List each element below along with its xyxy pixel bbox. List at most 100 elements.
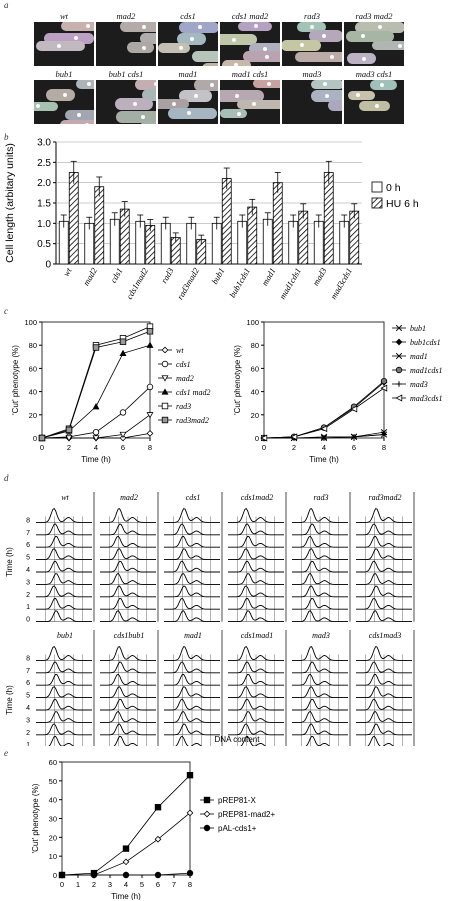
histogram-trace — [100, 661, 156, 674]
cell — [347, 90, 375, 100]
x-tick-label: 5 — [140, 880, 144, 889]
y-axis-label: Cell length (arbitary units) — [4, 143, 16, 263]
nucleus — [398, 43, 403, 48]
histogram-trace — [228, 507, 284, 523]
point-pal-cds1 — [122, 871, 130, 879]
x-tick-label: 4 — [124, 880, 128, 889]
y-axis-label: Time (h) — [5, 685, 14, 715]
histogram-stack-mad3: mad3 — [292, 630, 351, 746]
plot-frame — [41, 321, 151, 439]
micrograph-label: cds1 mad2 — [231, 11, 269, 21]
cell — [43, 32, 94, 44]
legend-marker-cds1 — [161, 360, 169, 368]
y-tick-label: 7 — [26, 530, 30, 537]
y-tick-label: 2.5 — [37, 158, 51, 169]
histogram-label: mad3 — [312, 631, 330, 640]
legend-label-rad3: rad3 — [176, 402, 191, 411]
y-tick-label: 100 — [24, 318, 37, 327]
histogram-trace — [367, 735, 395, 746]
y-tick-label: 1 — [26, 742, 30, 746]
point-mad2 — [119, 431, 127, 439]
nucleus — [233, 63, 238, 66]
micrograph-label: wt — [59, 11, 69, 21]
point-prep81-mad2 — [186, 809, 194, 817]
histogram-trace — [164, 548, 220, 561]
nucleus — [133, 102, 138, 107]
plot-frame — [61, 761, 191, 876]
legend-marker-bub1 — [395, 324, 403, 332]
nucleus — [262, 47, 267, 52]
legend-marker-pal-cds1 — [203, 824, 211, 832]
point-mad2 — [92, 435, 100, 442]
nucleus — [210, 82, 215, 87]
y-tick-label: 4 — [26, 705, 30, 712]
nucleus — [375, 103, 380, 108]
nucleus — [194, 93, 199, 98]
histogram-trace — [100, 610, 156, 623]
micrograph-label: bub1 cds1 — [108, 69, 144, 79]
histogram-trace — [36, 711, 92, 723]
point-rad3mad2 — [146, 328, 154, 335]
histogram-stack-cds1mad2: cds1mad2 — [228, 492, 287, 623]
histogram-stack-cds1: cds1 — [164, 492, 223, 623]
bar-hu-6-h-bub1cds1 — [247, 206, 258, 265]
nucleus — [57, 44, 62, 48]
micrograph-bub1-cds1 — [96, 80, 156, 124]
y-tick-label: 5 — [26, 693, 30, 700]
cell — [127, 42, 155, 54]
histogram-trace — [292, 560, 348, 573]
histogram-label: cds1mad1 — [241, 631, 273, 640]
point-pal-cds1 — [90, 871, 98, 879]
y-axis-label: Time (h) — [5, 547, 14, 577]
cell — [295, 52, 342, 62]
point-prep81-x — [122, 845, 130, 852]
micrograph-row-1: wt mad2 cds1 cds1 mad2 rad3 rad3 mad2 — [0, 11, 474, 66]
nucleus — [73, 36, 78, 41]
histogram-trace — [175, 735, 203, 746]
histogram-trace — [36, 698, 92, 711]
x-tick-label: bub1 — [209, 266, 226, 286]
cell — [237, 22, 273, 31]
histogram-label: wt — [61, 493, 69, 502]
y-tick-label: 0 — [255, 434, 259, 443]
nucleus — [87, 81, 92, 86]
cell — [222, 60, 251, 66]
legend-label-prep81-mad2: pREP81-mad2+ — [218, 810, 275, 819]
micrograph-mad1-cds1 — [220, 80, 280, 124]
histogram-trace — [164, 585, 220, 598]
y-tick-label: 60 — [49, 758, 57, 767]
legend-label-prep81-x: pREP81-X — [218, 796, 256, 805]
cell — [201, 62, 218, 66]
y-tick-label: 8 — [26, 517, 30, 524]
cell — [237, 99, 280, 109]
legend-label-cds1: cds1 — [176, 360, 191, 369]
histogram-trace — [164, 686, 220, 699]
legend-marker-mad3cds1 — [395, 394, 403, 402]
point-cds1-mad2 — [119, 349, 127, 356]
legend-swatch-hu-6-h — [371, 197, 383, 209]
micrograph-label: cds1 — [180, 11, 196, 21]
nucleus — [77, 113, 82, 118]
bar-hu-6-h-mad3 — [323, 172, 334, 265]
nucleus — [236, 111, 241, 116]
histogram-trace — [100, 723, 156, 736]
histogram-trace — [36, 686, 92, 699]
bar-0-h-rad3 — [160, 222, 171, 265]
histogram-trace — [292, 673, 348, 686]
point-mad3 — [351, 434, 357, 440]
point-cds1 — [146, 383, 154, 391]
histogram-trace — [164, 535, 220, 548]
nucleus — [266, 81, 271, 86]
y-tick-label: 3.0 — [37, 138, 51, 149]
legend-marker-mad1cds1 — [395, 366, 403, 374]
y-tick-label: 3 — [26, 717, 30, 724]
y-tick-label: 30 — [49, 815, 57, 824]
x-tick-label: 0 — [40, 443, 44, 452]
histogram-trace — [292, 661, 348, 674]
histogram-trace — [356, 597, 412, 610]
nucleus — [360, 34, 365, 39]
legend-label-cds1-mad2: cds1 mad2 — [176, 388, 210, 397]
nucleus — [62, 92, 67, 97]
cell — [61, 22, 94, 32]
x-tick-label: cds1 — [108, 266, 124, 285]
